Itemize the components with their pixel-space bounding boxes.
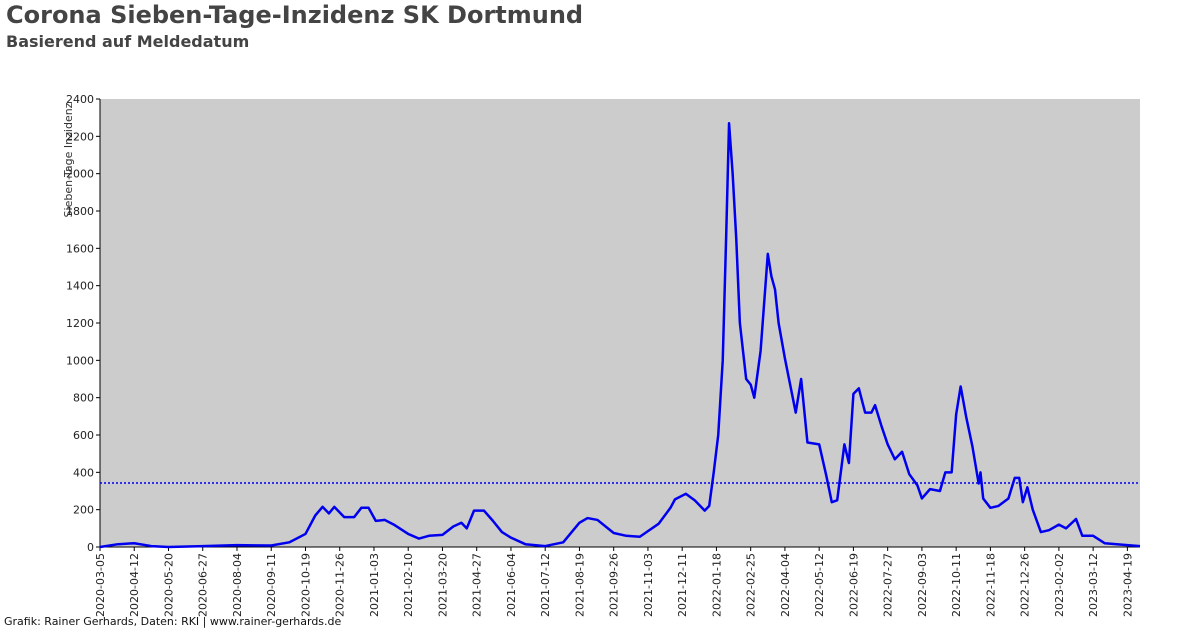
x-tick-label: 2020-06-27 — [197, 553, 210, 617]
x-tick-label: 2022-04-04 — [779, 553, 792, 617]
x-tick-label: 2021-11-03 — [642, 553, 655, 617]
x-tick-label: 2022-10-11 — [950, 553, 963, 617]
x-tick-label: 2021-04-27 — [471, 553, 484, 617]
x-tick-label: 2023-04-19 — [1121, 553, 1134, 617]
data-line — [99, 122, 1141, 549]
y-tick-label: 2200 — [66, 130, 94, 143]
x-tick-label: 2022-12-26 — [1019, 553, 1032, 617]
x-tick-label: 2021-12-11 — [676, 553, 689, 617]
y-tick-label: 1400 — [66, 280, 94, 293]
x-tick-label: 2021-01-03 — [368, 553, 381, 617]
x-tick-label: 2022-11-18 — [984, 553, 997, 617]
x-tick-label: 2020-05-20 — [162, 553, 175, 617]
x-tick-label: 2021-03-20 — [436, 553, 449, 617]
x-tick-label: 2023-03-12 — [1087, 553, 1100, 617]
plot-area — [100, 99, 1140, 547]
x-tick-label: 2022-09-03 — [916, 553, 929, 617]
x-tick-label: 2021-02-10 — [402, 553, 415, 617]
x-tick-label: 2022-06-19 — [847, 553, 860, 617]
x-tick-label: 2020-09-11 — [265, 553, 278, 617]
footer: Grafik: Rainer Gerhards, Daten: RKI | ww… — [4, 615, 342, 628]
y-tick-label: 600 — [73, 429, 94, 442]
y-axis-label: Sieben-Tage Inzidenz — [62, 102, 75, 217]
y-tick-label: 400 — [73, 466, 94, 479]
x-tick-label: 2022-05-12 — [813, 553, 826, 617]
x-tick-label: 2020-10-19 — [299, 553, 312, 617]
x-tick-label: 2022-01-18 — [710, 553, 723, 617]
y-tick-label: 200 — [73, 504, 94, 517]
chart-subtitle: Basierend auf Meldedatum — [6, 32, 249, 51]
y-tick-label: 2000 — [66, 168, 94, 181]
chart-title: Corona Sieben-Tage-Inzidenz SK Dortmund — [6, 1, 583, 29]
x-tick-label: 2021-09-26 — [608, 553, 621, 617]
x-tick-label: 2021-06-04 — [505, 553, 518, 617]
x-tick-label: 2022-07-27 — [882, 553, 895, 617]
x-tick-label: 2022-02-25 — [745, 553, 758, 617]
x-tick-label: 2020-04-12 — [128, 553, 141, 617]
y-tick-label: 1800 — [66, 205, 94, 218]
x-tick-label: 2021-07-12 — [539, 553, 552, 617]
x-tick-label: 2023-02-02 — [1053, 553, 1066, 617]
y-tick-label: 2400 — [66, 93, 94, 106]
x-tick-label: 2020-03-05 — [94, 553, 107, 617]
y-tick-label: 1600 — [66, 242, 94, 255]
y-tick-label: 1000 — [66, 354, 94, 367]
x-tick-label: 2020-08-04 — [231, 553, 244, 617]
y-tick-label: 0 — [87, 541, 94, 554]
y-tick-label: 1200 — [66, 317, 94, 330]
x-tick-label: 2020-11-26 — [334, 553, 347, 617]
y-tick-label: 800 — [73, 392, 94, 405]
x-tick-label: 2021-08-19 — [573, 553, 586, 617]
